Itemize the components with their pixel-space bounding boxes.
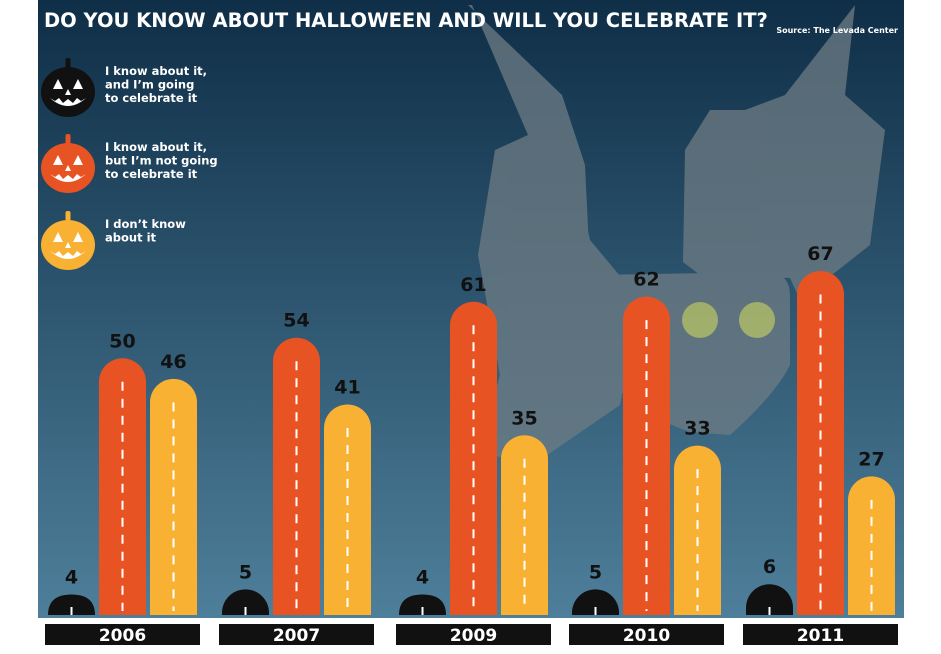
- source-label: Source: The Levada Center: [776, 26, 898, 35]
- legend-label: I know about it, but I’m not going to cele…: [105, 140, 218, 181]
- legend: I know about it, and I’m going to celebrat…: [41, 58, 218, 270]
- bar-celebrate-2010: [572, 589, 619, 615]
- bar-celebrate-2009: [399, 594, 446, 615]
- year-band-2007: [219, 624, 374, 645]
- value-label-celebrate-2009: 4: [416, 566, 429, 588]
- bar-not-celebrate-2010: [623, 296, 670, 615]
- legend-label: I don’t know about it: [105, 217, 186, 245]
- bar-dont-know-2009: [501, 435, 548, 615]
- yellow-pumpkin-icon: [41, 211, 95, 270]
- year-label-2007: 2007: [273, 626, 320, 646]
- value-label-celebrate-2011: 6: [763, 556, 776, 578]
- bar-celebrate-2011: [746, 584, 793, 615]
- value-label-not-celebrate-2011: 67: [807, 243, 833, 265]
- value-label-dont-know-2010: 33: [684, 418, 710, 440]
- bat-eye-left: [682, 302, 718, 338]
- bat-wing-right: [683, 5, 885, 300]
- bat-eye-right: [739, 302, 775, 338]
- bar-dont-know-2011: [848, 476, 895, 615]
- year-label-2006: 2006: [99, 626, 146, 646]
- black-pumpkin-icon: [41, 58, 95, 117]
- value-label-not-celebrate-2009: 61: [460, 274, 486, 296]
- value-label-dont-know-2006: 46: [160, 351, 186, 373]
- bar-not-celebrate-2009: [450, 301, 497, 615]
- bars: 4 50 46 5 54 41 4 61 35 5 62 33 6 67 27: [48, 243, 895, 615]
- orange-pumpkin-icon: [41, 134, 95, 193]
- year-label-2011: 2011: [797, 626, 844, 646]
- value-label-not-celebrate-2007: 54: [283, 310, 309, 332]
- bar-dont-know-2007: [324, 404, 371, 615]
- year-band-2006: [45, 624, 200, 645]
- value-label-celebrate-2007: 5: [239, 561, 252, 583]
- legend-label: I know about it, and I’m going to celebrat…: [105, 64, 207, 105]
- bar-dont-know-2010: [674, 445, 721, 615]
- value-label-not-celebrate-2010: 62: [633, 269, 659, 291]
- chart-title: DO YOU KNOW ABOUT HALLOWEEN AND WILL YOU…: [44, 9, 768, 32]
- bar-not-celebrate-2007: [273, 337, 320, 615]
- value-label-dont-know-2007: 41: [334, 376, 360, 398]
- bat-ear: [552, 183, 640, 300]
- value-label-celebrate-2006: 4: [65, 566, 78, 588]
- value-label-not-celebrate-2006: 50: [109, 330, 135, 352]
- value-label-dont-know-2009: 35: [511, 407, 537, 429]
- bar-dont-know-2006: [150, 378, 197, 615]
- year-label-2010: 2010: [623, 626, 670, 646]
- year-label-2009: 2009: [450, 626, 497, 646]
- year-band-2010: [569, 624, 724, 645]
- year-band-2011: [743, 624, 898, 645]
- bar-not-celebrate-2011: [797, 271, 844, 615]
- value-label-celebrate-2010: 5: [589, 561, 602, 583]
- bar-celebrate-2007: [222, 589, 269, 615]
- bar-celebrate-2006: [48, 594, 95, 615]
- year-band-2009: [396, 624, 551, 645]
- year-labels: 2006 2007 2009 2010 2011: [45, 624, 898, 646]
- value-label-dont-know-2011: 27: [858, 448, 884, 470]
